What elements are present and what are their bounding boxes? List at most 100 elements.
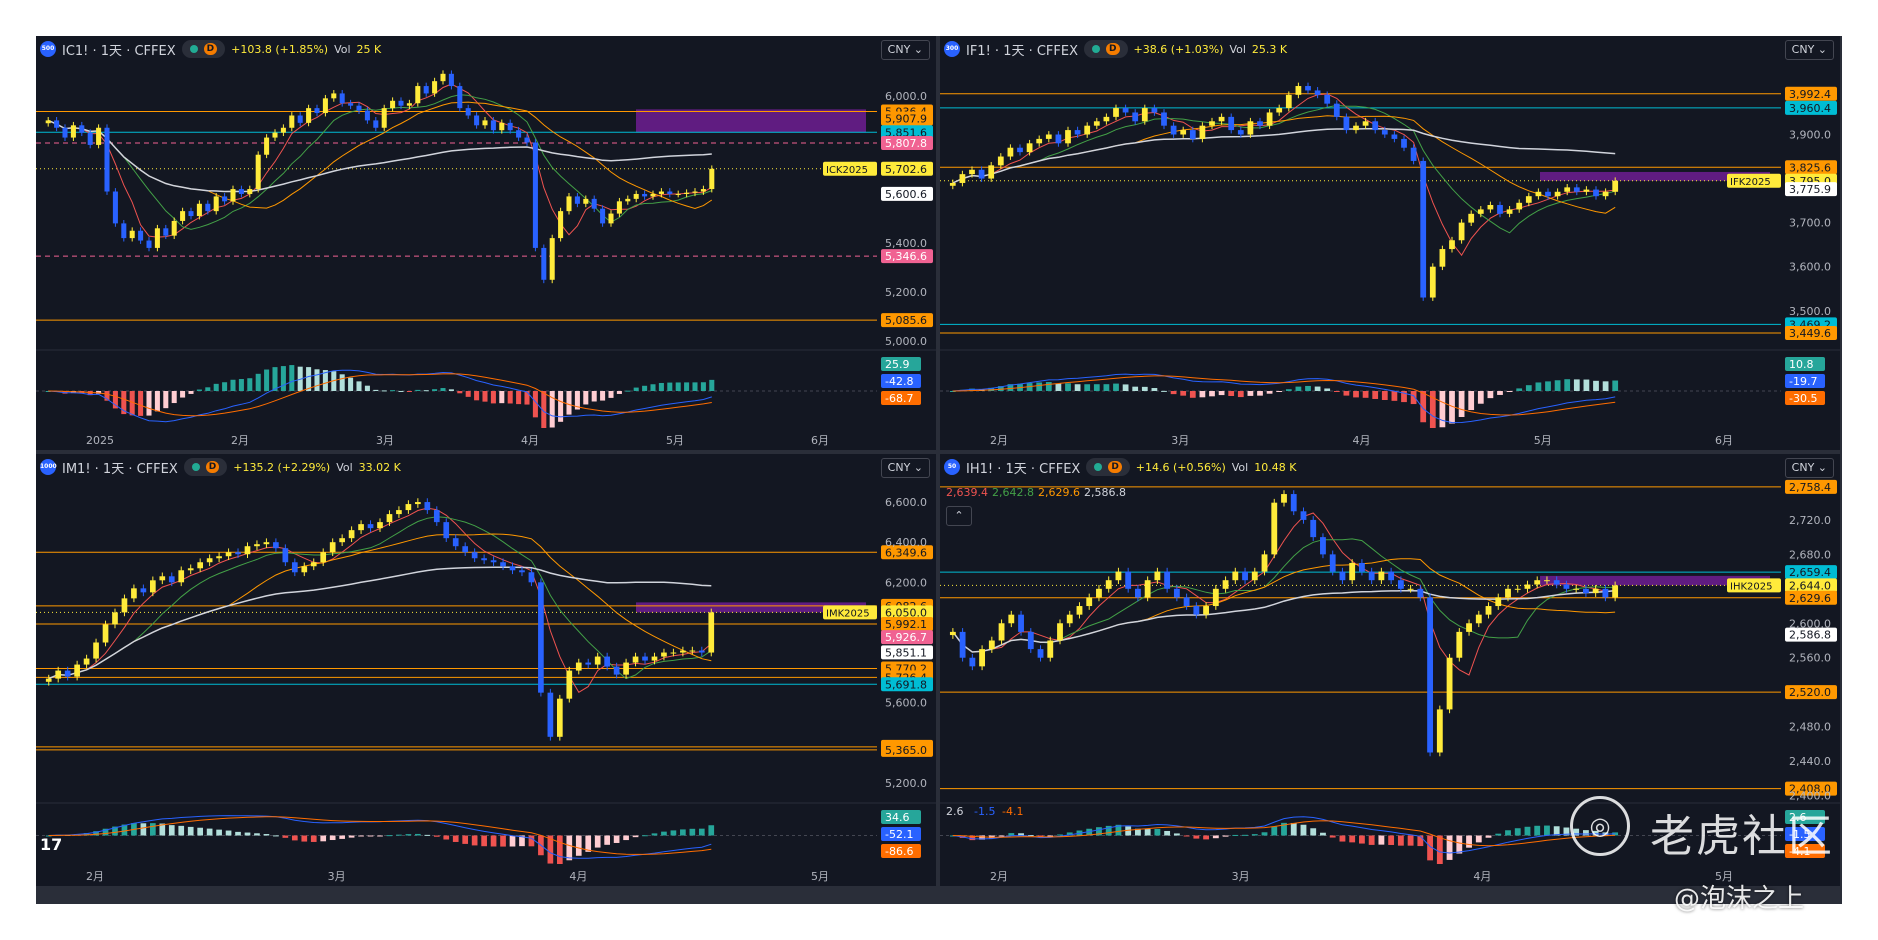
currency-select[interactable]: CNY ⌄	[880, 40, 930, 60]
candle[interactable]	[969, 653, 976, 671]
candle[interactable]	[1212, 585, 1219, 610]
candle[interactable]	[949, 179, 956, 190]
candle[interactable]	[1173, 585, 1180, 602]
resistance-zone[interactable]	[636, 602, 866, 613]
candle[interactable]	[1407, 585, 1414, 593]
candle[interactable]	[538, 578, 544, 697]
candle[interactable]	[320, 548, 327, 567]
candle[interactable]	[348, 526, 355, 542]
candle[interactable]	[692, 188, 698, 197]
candle[interactable]	[244, 542, 251, 559]
symbol-title[interactable]: IF1! · 1天 · CFFEX	[966, 43, 1079, 59]
market-status[interactable]: D	[1084, 40, 1128, 58]
market-status[interactable]: D	[181, 40, 226, 58]
candle[interactable]	[1209, 117, 1215, 130]
candle[interactable]	[1329, 550, 1336, 576]
candle[interactable]	[500, 558, 506, 571]
candle[interactable]	[322, 94, 328, 117]
candle[interactable]	[1439, 245, 1446, 271]
candle[interactable]	[188, 207, 194, 220]
ma-line-60[interactable]	[48, 566, 712, 680]
candle[interactable]	[465, 104, 471, 119]
candle[interactable]	[1534, 576, 1541, 589]
candle[interactable]	[96, 124, 102, 149]
candle[interactable]	[93, 638, 99, 663]
candle[interactable]	[424, 498, 431, 514]
candle[interactable]	[516, 126, 522, 141]
candle[interactable]	[632, 652, 639, 667]
candle[interactable]	[264, 134, 270, 159]
candle[interactable]	[1446, 653, 1453, 714]
candle[interactable]	[1096, 585, 1102, 602]
candle[interactable]	[1429, 263, 1436, 301]
candle[interactable]	[1036, 135, 1043, 147]
candle[interactable]	[1612, 581, 1619, 602]
candle[interactable]	[547, 688, 554, 741]
candlestick-chart[interactable]: 2,758.42,659.42,644.02,629.62,586.82,520…	[940, 454, 1840, 886]
candle[interactable]	[1564, 183, 1571, 196]
candle[interactable]	[1261, 550, 1268, 576]
collapse-indicators-button[interactable]: ⌃	[946, 506, 972, 526]
candle[interactable]	[604, 652, 610, 671]
macd-line[interactable]	[952, 373, 1616, 424]
symbol-title[interactable]: IH1! · 1天 · CFFEX	[966, 461, 1081, 477]
candle[interactable]	[1516, 199, 1523, 213]
candle[interactable]	[1086, 593, 1093, 610]
candle[interactable]	[1583, 186, 1590, 196]
candle[interactable]	[1113, 104, 1119, 121]
candle[interactable]	[1505, 585, 1511, 602]
candle[interactable]	[1027, 628, 1034, 653]
ma-line-10[interactable]	[952, 104, 1616, 234]
candle[interactable]	[1154, 567, 1161, 585]
candle[interactable]	[661, 648, 667, 661]
market-status[interactable]: D	[1086, 458, 1130, 476]
candle[interactable]	[301, 562, 308, 577]
candle[interactable]	[600, 205, 606, 227]
currency-select[interactable]: CNY ⌄	[1784, 458, 1834, 478]
candle[interactable]	[1164, 567, 1171, 593]
candle[interactable]	[1276, 104, 1283, 116]
candle[interactable]	[594, 652, 601, 669]
candle[interactable]	[386, 510, 393, 526]
candlestick-chart[interactable]: 3,992.43,960.43,825.63,795.03,775.93,469…	[940, 36, 1840, 450]
candle[interactable]	[680, 646, 686, 657]
ma-line-10[interactable]	[47, 94, 712, 230]
candle[interactable]	[689, 646, 696, 655]
candle[interactable]	[131, 584, 137, 603]
candle[interactable]	[988, 636, 995, 653]
candle[interactable]	[1170, 122, 1177, 138]
candle[interactable]	[129, 227, 135, 242]
candle[interactable]	[1251, 567, 1258, 585]
candle[interactable]	[121, 220, 127, 242]
candle[interactable]	[1161, 109, 1167, 130]
resistance-zone[interactable]	[1540, 575, 1770, 586]
symbol-title[interactable]: IM1! · 1天 · CFFEX	[62, 461, 178, 477]
candle[interactable]	[159, 572, 166, 585]
ma-line-60[interactable]	[952, 128, 1616, 184]
candle[interactable]	[171, 217, 177, 240]
candle[interactable]	[1525, 192, 1532, 207]
candle[interactable]	[1362, 117, 1369, 130]
candle[interactable]	[1222, 576, 1229, 593]
ma-line-20[interactable]	[47, 101, 713, 210]
resistance-zone[interactable]	[636, 109, 866, 133]
candle[interactable]	[358, 520, 364, 534]
candle[interactable]	[583, 195, 589, 208]
macd-signal-line[interactable]	[952, 820, 1616, 847]
candle[interactable]	[1218, 113, 1225, 125]
candle[interactable]	[373, 117, 379, 132]
candle[interactable]	[1333, 100, 1340, 121]
candle[interactable]	[62, 124, 68, 141]
candle[interactable]	[381, 104, 387, 132]
candle[interactable]	[205, 200, 211, 215]
candle[interactable]	[1047, 636, 1054, 662]
candle[interactable]	[254, 540, 260, 551]
candle[interactable]	[396, 506, 402, 518]
candle[interactable]	[1485, 602, 1492, 619]
candle[interactable]	[1545, 188, 1551, 200]
candle[interactable]	[998, 619, 1005, 645]
candle[interactable]	[196, 200, 202, 220]
candle[interactable]	[415, 82, 421, 107]
candle[interactable]	[709, 165, 715, 193]
resistance-zone[interactable]	[1540, 171, 1770, 181]
